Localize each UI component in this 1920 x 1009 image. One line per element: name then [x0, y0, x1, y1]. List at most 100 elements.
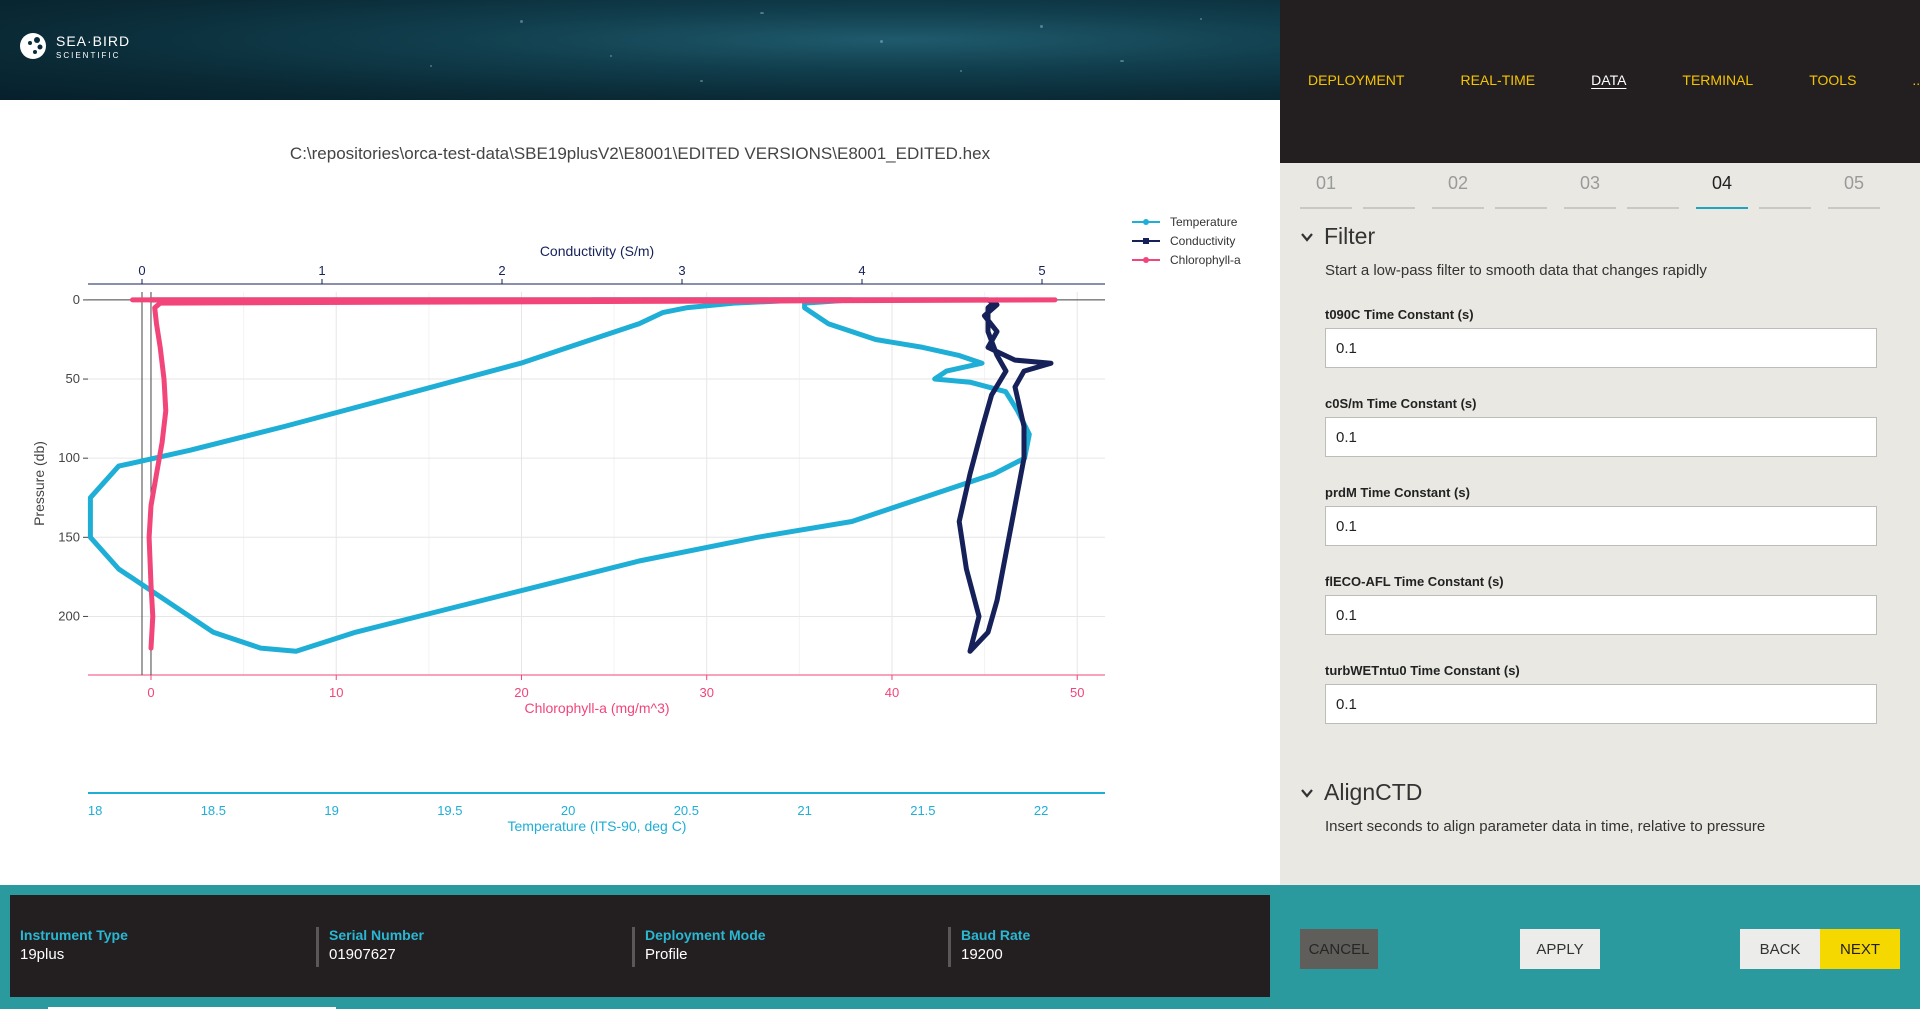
fleco-afl-time-constant-input[interactable]: 0.1 [1325, 595, 1877, 635]
chlorophyll-tick-label: 30 [699, 685, 713, 700]
info-instrument-type: Instrument Type 19plus [10, 927, 128, 967]
temperature-tick-label: 19.5 [437, 803, 462, 818]
y-tick-label: 0 [73, 292, 80, 307]
nav-data[interactable]: DATA [1591, 72, 1627, 88]
chlorophyll-tick-label: 50 [1070, 685, 1084, 700]
action-buttons: CANCEL APPLY BACK NEXT [1280, 885, 1920, 1009]
info-value: Profile [645, 946, 688, 963]
field-turbwet: turbWETntu0 Time Constant (s) 0.1 [1325, 663, 1877, 724]
step-connector [1363, 207, 1415, 209]
config-panel: 01 02 03 04 05 Filter Start a low-pass f… [1280, 163, 1920, 885]
seabird-logo: SEA·BIRD SCIENTIFIC [18, 28, 130, 64]
step-01[interactable]: 01 [1315, 173, 1337, 193]
step-02[interactable]: 02 [1447, 173, 1469, 193]
field-label: t090C Time Constant (s) [1325, 307, 1474, 322]
file-path: C:\repositories\orca-test-data\SBE19plus… [289, 144, 991, 163]
y-axis-title: Pressure (db) [31, 441, 47, 526]
cancel-button[interactable]: CANCEL [1300, 929, 1378, 969]
step-connector [1495, 207, 1547, 209]
filter-description: Start a low-pass filter to smooth data t… [1325, 262, 1707, 279]
back-button[interactable]: BACK [1740, 929, 1820, 969]
temperature-tick-label: 21 [797, 803, 811, 818]
conductivity-tick-label: 5 [1038, 263, 1045, 278]
field-label: flECO-AFL Time Constant (s) [1325, 574, 1504, 589]
info-label: Serial Number [329, 927, 424, 943]
legend-marker [1143, 238, 1149, 244]
nav-more[interactable]: ... [1912, 72, 1920, 88]
field-prdm: prdM Time Constant (s) 0.1 [1325, 485, 1877, 546]
turbwetntu0-time-constant-input[interactable]: 0.1 [1325, 684, 1877, 724]
temperature-tick-label: 22 [1034, 803, 1048, 818]
main-nav: DEPLOYMENT REAL-TIME DATA TERMINAL TOOLS… [1308, 72, 1920, 88]
seabird-logo-icon [18, 28, 48, 64]
temperature-tick-label: 19 [324, 803, 338, 818]
step-connector [1759, 207, 1811, 209]
nav-tools[interactable]: TOOLS [1809, 72, 1857, 88]
conductivity-tick-label: 0 [138, 263, 145, 278]
bottom-bar: Instrument Type 19plus Serial Number 019… [0, 885, 1920, 1009]
conductivity-tick-label: 1 [318, 263, 325, 278]
nav-real-time[interactable]: REAL-TIME [1460, 72, 1536, 88]
temperature-tick-label: 20 [561, 803, 575, 818]
temperature-series [87, 297, 1032, 654]
temperature-axis-title: Temperature (ITS-90, deg C) [508, 818, 687, 834]
nav-deployment[interactable]: DEPLOYMENT [1308, 72, 1405, 88]
y-tick-label: 100 [58, 450, 80, 465]
instrument-info: Instrument Type 19plus Serial Number 019… [10, 895, 1270, 997]
info-label: Deployment Mode [645, 927, 766, 943]
legend-marker [1143, 257, 1149, 263]
prdm-time-constant-input[interactable]: 0.1 [1325, 506, 1877, 546]
chlorophyll-tick-label: 40 [885, 685, 899, 700]
conductivity-tick-label: 2 [498, 263, 505, 278]
step-05[interactable]: 05 [1843, 173, 1865, 193]
field-label: turbWETntu0 Time Constant (s) [1325, 663, 1520, 678]
step-underline [1564, 207, 1616, 209]
info-value: 19plus [20, 946, 65, 963]
chlorophyll-tick-label: 20 [514, 685, 528, 700]
chevron-down-icon[interactable] [1300, 230, 1314, 244]
chlorophyll-tick-label: 0 [147, 685, 154, 700]
step-underline [1828, 207, 1880, 209]
step-underline [1300, 207, 1352, 209]
step-03[interactable]: 03 [1579, 173, 1601, 193]
step-04[interactable]: 04 [1711, 173, 1733, 193]
alignctd-section: AlignCTD Insert seconds to align paramet… [1300, 779, 1765, 835]
legend-label: Temperature [1170, 215, 1238, 229]
brand-sub: SCIENTIFIC [56, 50, 121, 60]
apply-button[interactable]: APPLY [1520, 929, 1600, 969]
filter-title: Filter [1324, 223, 1376, 249]
next-button[interactable]: NEXT [1820, 929, 1900, 969]
chart-area: C:\repositories\orca-test-data\SBE19plus… [0, 100, 1280, 885]
info-label: Baud Rate [961, 927, 1031, 943]
alignctd-header[interactable]: AlignCTD [1300, 779, 1765, 806]
field-fleco: flECO-AFL Time Constant (s) 0.1 [1325, 574, 1877, 635]
chlorophyll-tick-label: 10 [329, 685, 343, 700]
chevron-down-icon[interactable] [1300, 786, 1314, 800]
conductivity-series [148, 297, 1054, 654]
legend-label: Chlorophyll-a [1170, 253, 1241, 267]
alignctd-description: Insert seconds to align parameter data i… [1325, 818, 1766, 835]
filter-header[interactable]: Filter [1300, 223, 1707, 250]
t090c-time-constant-input[interactable]: 0.1 [1325, 328, 1877, 368]
field-label: prdM Time Constant (s) [1325, 485, 1470, 500]
conductivity-axis-title: Conductivity (S/m) [540, 243, 654, 259]
chlorophyll-axis-title: Chlorophyll-a (mg/m^3) [524, 700, 669, 716]
step-indicator: 01 02 03 04 05 [1300, 173, 1900, 209]
temperature-tick-label: 18 [88, 803, 102, 818]
filter-section: Filter Start a low-pass filter to smooth… [1300, 223, 1707, 279]
temperature-tick-label: 18.5 [201, 803, 226, 818]
y-tick-label: 200 [58, 608, 80, 623]
info-deployment-mode: Deployment Mode Profile [632, 927, 766, 967]
temperature-tick-label: 20.5 [674, 803, 699, 818]
field-t090c: t090C Time Constant (s) 0.1 [1325, 307, 1877, 368]
info-value: 01907627 [329, 946, 396, 963]
nav-terminal[interactable]: TERMINAL [1682, 72, 1754, 88]
step-connector [1627, 207, 1679, 209]
info-label: Instrument Type [20, 927, 128, 943]
c0sm-time-constant-input[interactable]: 0.1 [1325, 417, 1877, 457]
chlorophyll-a-series [130, 297, 1058, 651]
legend-label: Conductivity [1170, 234, 1235, 248]
info-value: 19200 [961, 946, 1003, 963]
